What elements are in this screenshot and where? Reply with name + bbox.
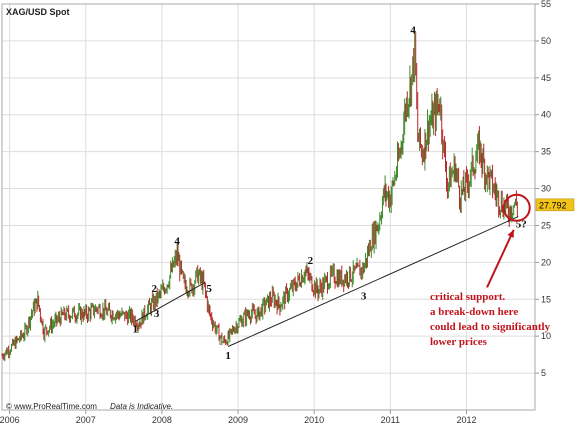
x-tick-label: 2009: [228, 415, 248, 425]
wave-label: 1: [225, 350, 231, 362]
y-tick-label: 10: [541, 331, 551, 341]
annotation-text-line: a break-down here: [430, 306, 518, 318]
wave-label: 3: [154, 308, 160, 320]
y-tick-label: 5: [541, 368, 546, 378]
wave-label: 3: [361, 290, 367, 302]
wave-label: 1: [133, 323, 139, 335]
support-circle: [502, 193, 531, 222]
x-tick-label: 2010: [304, 415, 324, 425]
y-tick-label: 50: [541, 36, 551, 46]
y-tick-label: 55: [541, 0, 551, 9]
y-tick-label: 15: [541, 294, 551, 304]
trendlines: [135, 216, 519, 347]
wave-label: 5: [206, 283, 212, 295]
copyright-footer: © www.ProRealTime.com: [6, 402, 97, 411]
wave-label: 4: [174, 236, 180, 248]
x-tick-label: 2006: [0, 415, 20, 425]
wave-label: 2: [152, 283, 158, 295]
annotation: critical support. a break-down here could …: [430, 193, 551, 348]
last-price-label: 27.792: [539, 200, 567, 210]
wave-label: 5?: [516, 219, 527, 231]
annotation-text-line: could lead to significantly: [430, 321, 551, 333]
annotation-text-line: lower prices: [430, 336, 488, 348]
x-tick-label: 2008: [152, 415, 172, 425]
trendline: [227, 216, 519, 347]
y-tick-label: 40: [541, 110, 551, 120]
plot-frame: [1, 3, 536, 411]
annotation-arrowhead: [507, 229, 514, 238]
y-tick-label: 25: [541, 220, 551, 230]
price-series: [1, 31, 518, 362]
trendline: [135, 281, 206, 322]
y-tick-label: 35: [541, 147, 551, 157]
chart-title: XAG/USD Spot: [6, 7, 70, 17]
wave-labels: 1 2 3 4 5 1 2 3 4 5?: [133, 25, 527, 363]
y-tick-label: 30: [541, 184, 551, 194]
annotation-text-line: critical support.: [430, 291, 505, 303]
annotation-arrow: [486, 229, 515, 288]
y-tick-label: 20: [541, 257, 551, 267]
wave-label: 2: [308, 255, 314, 267]
x-tick-label: 2007: [76, 415, 96, 425]
y-tick-label: 45: [541, 73, 551, 83]
x-tick-label: 2012: [456, 415, 476, 425]
footer-note: Data is Indicative.: [110, 402, 173, 411]
last-price-box: [535, 198, 575, 212]
x-tick-label: 2011: [381, 415, 400, 425]
wave-label: 4: [410, 25, 416, 37]
